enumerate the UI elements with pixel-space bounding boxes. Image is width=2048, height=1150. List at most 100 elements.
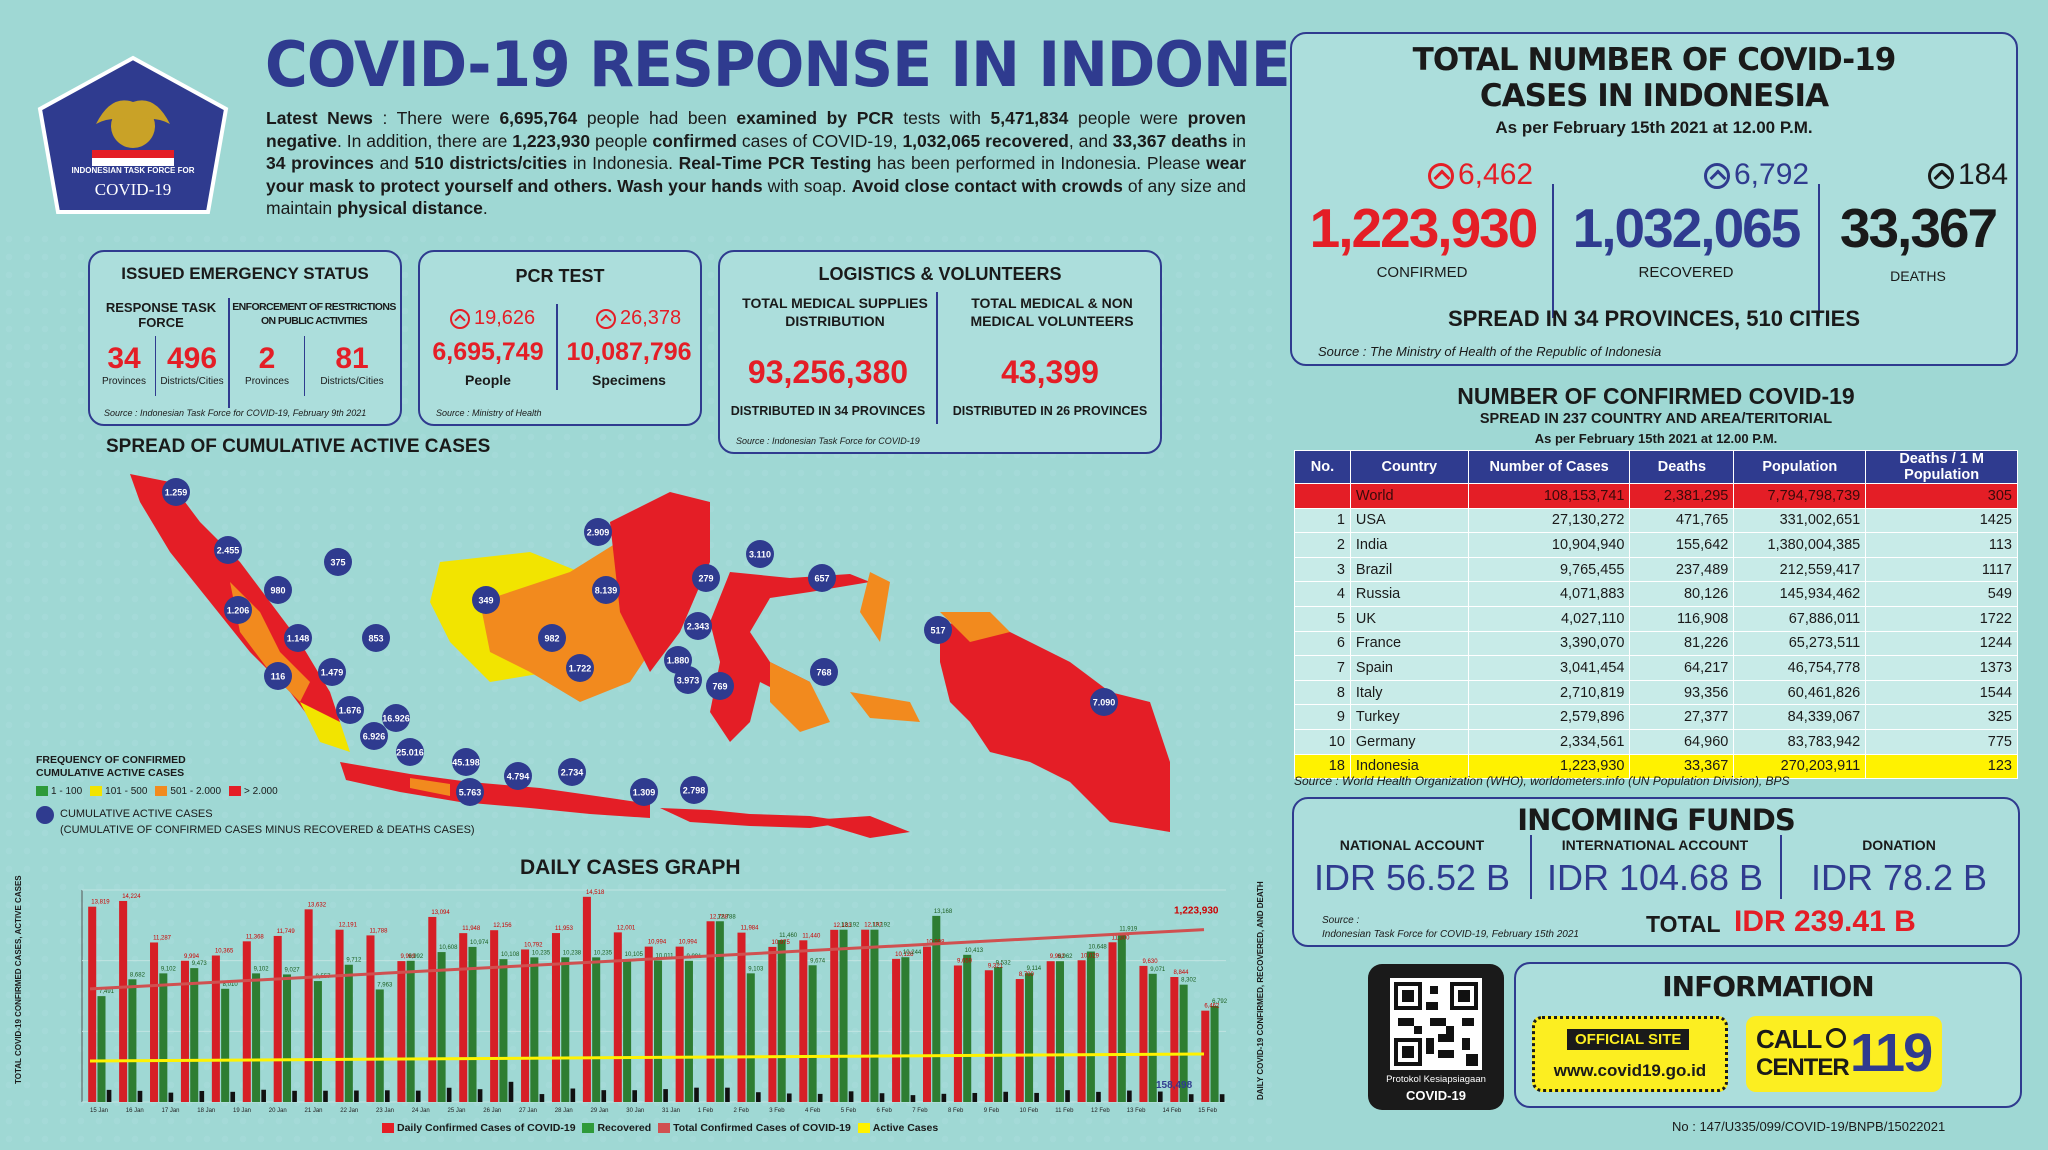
table-cell: 67,886,011	[1733, 605, 1867, 632]
table-cell: Italy	[1349, 679, 1469, 706]
table-cell: UK	[1349, 605, 1469, 632]
x-tick-label: 28 Jan	[555, 1108, 573, 1114]
confirmed-data-label: 13,094	[431, 910, 450, 916]
confirmed-data-label: 10,365	[215, 949, 234, 955]
world-source: Source : World Health Organization (WHO)…	[1294, 774, 1790, 788]
daily-cases-chart: 13,8197,49114,2248,68211,2879,1029,9949,…	[81, 889, 1228, 1114]
death-bar	[663, 1089, 668, 1102]
active-cases-label: 158,498	[1156, 1080, 1193, 1091]
active-case-bubble	[538, 624, 566, 652]
logo-caption: INDONESIAN TASK FORCE FOR	[71, 166, 195, 175]
confirmed-bar	[768, 946, 777, 1102]
active-cases-line	[89, 1052, 1205, 1063]
recovered-bar	[1055, 961, 1064, 1102]
confirmed-bar	[737, 932, 746, 1102]
nusa-tenggara	[660, 808, 910, 838]
recovered-bar	[839, 929, 848, 1102]
active-case-bubble	[214, 536, 242, 564]
recovered-data-label: 9,114	[1027, 966, 1042, 972]
confirmed-bar	[984, 970, 993, 1102]
death-bar	[1096, 1091, 1101, 1102]
table-cell: 4	[1294, 581, 1351, 607]
document-number: No : 147/U335/099/COVID-19/BNPB/15022021	[1672, 1119, 1946, 1134]
java	[340, 762, 650, 818]
recovered-bar	[1148, 973, 1157, 1102]
recovered-data-label: 7,491	[99, 989, 115, 995]
bubble-label: 4.794	[507, 772, 530, 782]
emergency-title: ISSUED EMERGENCY STATUS	[121, 264, 369, 283]
confirmed-data-label: 11,440	[802, 933, 821, 939]
confirmed-data-label: 12,001	[617, 925, 636, 931]
recovered-data-label: 12,192	[872, 923, 891, 929]
bubble-label: 1.722	[569, 664, 592, 674]
recovered-bar	[777, 940, 786, 1102]
death-bar	[354, 1090, 359, 1102]
death-bar	[601, 1090, 607, 1102]
funds-total-value: IDR 239.41 B	[1734, 905, 1916, 938]
bubble-label: 6.926	[363, 732, 386, 742]
map-circle-label: CUMULATIVE ACTIVE CASES	[60, 808, 213, 820]
table-header: Deaths	[1629, 450, 1735, 484]
table-cell: 325	[1865, 704, 2018, 730]
table-cell: 237,489	[1629, 556, 1735, 583]
death-bar	[168, 1092, 174, 1102]
death-bar	[1127, 1090, 1132, 1102]
bubble-label: 1.206	[227, 606, 250, 616]
recovered-data-label: 10,011	[656, 954, 675, 960]
totals-l-recovered: RECOVERED	[1638, 264, 1734, 281]
logistics-c1: TOTAL MEDICAL SUPPLIES DISTRIBUTION	[742, 295, 928, 329]
logistics-d2: DISTRIBUTED IN 26 PROVINCES	[952, 404, 1148, 418]
death-bar	[1003, 1091, 1009, 1102]
table-cell: 18	[1294, 753, 1351, 780]
active-case-bubble	[810, 658, 838, 686]
bubble-label: 2.734	[561, 768, 584, 778]
recovered-bar	[870, 929, 879, 1102]
confirmed-bar	[88, 906, 97, 1102]
emergency-l1: Provinces	[102, 376, 146, 387]
world-asof: As per February 15th 2021 at 12.00 P.M.	[1534, 431, 1778, 446]
legend-swatch	[155, 786, 168, 797]
bubble-label: 2.455	[217, 546, 240, 556]
confirmed-bar	[551, 933, 561, 1102]
qr-caption2: COVID-19	[1406, 1088, 1466, 1103]
recovered-bar	[406, 960, 415, 1102]
recovered-data-label: 10,974	[470, 940, 489, 946]
table-row: 6 France 3,390,070 81,226 65,273,511 1244	[1294, 630, 2018, 657]
table-cell: 2,381,295	[1629, 483, 1735, 509]
confirmed-data-label: 10,975	[771, 940, 790, 946]
recovered-bar	[252, 973, 261, 1102]
table-cell: 2	[1294, 532, 1351, 558]
active-case-bubble	[224, 596, 252, 624]
x-tick-label: 27 Jan	[519, 1108, 537, 1114]
graph-legend: Daily Confirmed Cases of COVID-19 Recove…	[382, 1122, 938, 1134]
official-site-url[interactable]: www.covid19.go.id	[1553, 1061, 1707, 1080]
x-tick-label: 7 Feb	[912, 1108, 928, 1114]
official-site-button[interactable]: OFFICIAL SITE www.covid19.go.id	[1532, 1016, 1728, 1092]
confirmed-bar	[799, 940, 808, 1102]
call-center-button[interactable]: CALL CENTER 119	[1746, 1016, 1942, 1092]
recovered-data-label: 10,413	[965, 948, 984, 954]
pcr-inc2: 26,378	[620, 307, 682, 329]
world-table: No. Country Number of Cases Deaths Populatio…	[1294, 450, 2018, 780]
confirmed-bar	[150, 942, 159, 1102]
totals-l-deaths: DEATHS	[1890, 268, 1946, 284]
recovered-bar	[1210, 1006, 1219, 1102]
confirmed-data-label: 12,156	[493, 923, 512, 929]
recovered-bar	[375, 989, 384, 1102]
bubble-label: 375	[330, 558, 345, 568]
confirmed-data-label: 13,632	[308, 902, 327, 908]
qr-card[interactable]: Protokol Kesiapsiagaan COVID-19	[1368, 964, 1504, 1110]
confirmed-bar	[335, 929, 344, 1102]
table-cell: 9,765,455	[1467, 556, 1631, 583]
active-case-bubble	[472, 586, 500, 614]
confirmed-data-label: 14,224	[122, 894, 141, 900]
confirmed-data-label: 11,953	[555, 926, 574, 932]
confirmed-bar	[180, 960, 189, 1102]
x-tick-label: 30 Jan	[626, 1108, 644, 1114]
table-cell: 1244	[1865, 630, 2018, 657]
bubble-label: 8.139	[595, 586, 618, 596]
legend-swatch	[229, 786, 242, 797]
x-tick-label: 15 Jan	[90, 1108, 108, 1114]
confirmed-bar	[892, 958, 901, 1102]
table-cell: 2,579,896	[1467, 704, 1631, 730]
